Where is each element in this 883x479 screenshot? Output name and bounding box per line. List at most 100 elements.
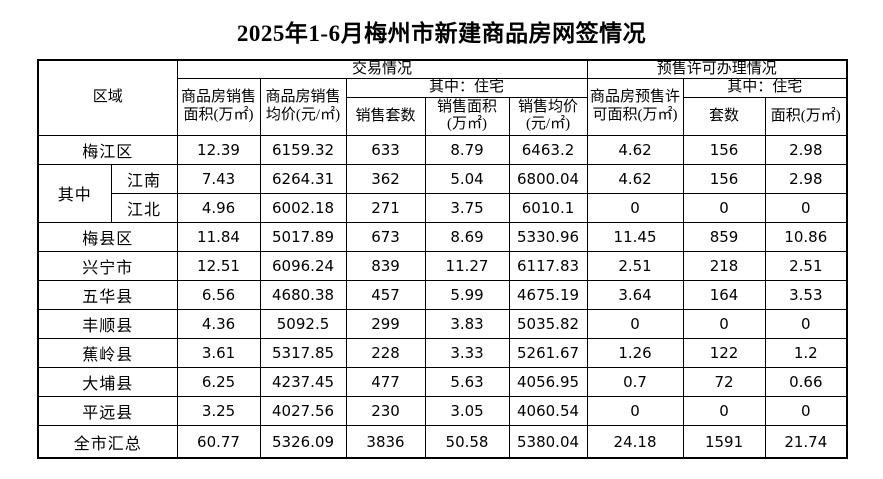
value-cell: 5330.96 — [508, 221, 588, 252]
table-row: 平远县 3.25 4027.56 230 3.05 4060.54 0 0 0 — [37, 395, 848, 426]
value-cell: 271 — [345, 192, 426, 223]
region-cell: 兴宁市 — [37, 250, 178, 281]
table-row: 梅江区 12.39 6159.32 633 8.79 6463.2 4.62 156 2.98 — [37, 134, 848, 165]
value-cell: 0 — [586, 308, 684, 339]
value-cell: 4.96 — [176, 192, 261, 223]
table-row: 江北 4.96 6002.18 271 3.75 6010.1 0 0 0 — [38, 192, 848, 223]
value-cell: 4027.56 — [259, 395, 347, 426]
table-row: 五华县 6.56 4680.38 457 5.99 4675.19 3.64 164 3.53 — [37, 279, 848, 310]
value-cell: 60.77 — [176, 424, 261, 459]
value-cell: 4.62 — [586, 163, 684, 194]
value-cell: 477 — [345, 366, 426, 397]
value-cell: 1.26 — [586, 337, 684, 368]
value-cell: 5092.5 — [259, 308, 347, 339]
value-cell: 5017.89 — [259, 221, 347, 252]
region-group-cell: 其中 — [37, 163, 112, 223]
region-cell: 大埔县 — [37, 366, 178, 397]
value-cell: 11.27 — [424, 250, 510, 281]
region-cell: 平远县 — [37, 395, 178, 426]
value-cell: 6002.18 — [259, 192, 347, 223]
value-cell: 122 — [682, 337, 766, 368]
value-cell: 362 — [345, 163, 426, 194]
value-cell: 0 — [682, 192, 766, 223]
value-cell: 7.43 — [176, 163, 261, 194]
region-cell: 江南 — [110, 163, 178, 194]
value-cell: 0 — [682, 308, 766, 339]
header-res-area: 销售面积(万㎡) — [424, 96, 510, 136]
value-cell: 633 — [345, 134, 426, 165]
value-cell: 0 — [586, 395, 684, 426]
value-cell: 5.99 — [424, 279, 510, 310]
value-cell: 6463.2 — [508, 134, 588, 165]
value-cell: 3.05 — [424, 395, 510, 426]
header-subgroup-transaction-residential: 其中：住宅 — [345, 78, 588, 98]
value-cell: 3.33 — [424, 337, 510, 368]
header-subgroup-presale-residential: 其中：住宅 — [682, 78, 848, 98]
value-cell: 6.56 — [176, 279, 261, 310]
value-cell: 2.51 — [586, 250, 684, 281]
header-res-avg-price: 销售均价(元/㎡) — [508, 96, 588, 136]
value-cell: 156 — [682, 163, 766, 194]
value-cell: 11.84 — [176, 221, 261, 252]
value-cell: 4.62 — [586, 134, 684, 165]
value-cell: 6117.83 — [508, 250, 588, 281]
value-cell: 12.51 — [176, 250, 261, 281]
value-cell: 218 — [682, 250, 766, 281]
value-cell: 3836 — [345, 424, 426, 459]
value-cell: 230 — [345, 395, 426, 426]
value-cell: 24.18 — [586, 424, 684, 459]
table-row-total: 全市汇总 60.77 5326.09 3836 50.58 5380.04 24.18 159… — [37, 424, 848, 459]
table-row: 梅县区 11.84 5017.89 673 8.69 5330.96 11.45 859 10.… — [37, 221, 848, 252]
value-cell: 6800.04 — [508, 163, 588, 194]
value-cell: 6.25 — [176, 366, 261, 397]
region-cell: 丰顺县 — [37, 308, 178, 339]
region-cell: 五华县 — [37, 279, 178, 310]
value-cell: 4675.19 — [508, 279, 588, 310]
value-cell: 0 — [764, 308, 848, 339]
value-cell: 21.74 — [764, 424, 848, 459]
value-cell: 0.7 — [586, 366, 684, 397]
value-cell: 5326.09 — [259, 424, 347, 459]
value-cell: 2.51 — [764, 250, 848, 281]
table-body: 梅江区 12.39 6159.32 633 8.79 6463.2 4.62 156 2.98 其… — [37, 134, 848, 459]
value-cell: 4680.38 — [259, 279, 347, 310]
header-presale-units: 套数 — [682, 96, 766, 136]
header-group-transaction: 交易情况 — [176, 59, 588, 80]
region-cell: 梅江区 — [37, 134, 178, 165]
value-cell: 5035.82 — [508, 308, 588, 339]
value-cell: 164 — [682, 279, 766, 310]
header-row-subgroups: 商品房销售面积(万㎡) 商品房销售均价(元/㎡) 其中：住宅 商品房预售许可面积… — [38, 78, 848, 136]
header-avg-price: 商品房销售均价(元/㎡) — [259, 78, 347, 136]
value-cell: 4.36 — [176, 308, 261, 339]
value-cell: 156 — [682, 134, 766, 165]
value-cell: 0 — [682, 395, 766, 426]
value-cell: 5317.85 — [259, 337, 347, 368]
region-cell: 梅县区 — [37, 221, 178, 252]
value-cell: 6010.1 — [508, 192, 588, 223]
table-row: 蕉岭县 3.61 5317.85 228 3.33 5261.67 1.26 122 1.2 — [37, 337, 848, 368]
page-title: 2025年1-6月梅州市新建商品房网签情况 — [236, 21, 647, 46]
value-cell: 5.63 — [424, 366, 510, 397]
table-row: 大埔县 6.25 4237.45 477 5.63 4056.95 0.7 72 0.66 — [37, 366, 848, 397]
value-cell: 839 — [345, 250, 426, 281]
value-cell: 5.04 — [424, 163, 510, 194]
value-cell: 859 — [682, 221, 766, 252]
value-cell: 11.45 — [586, 221, 684, 252]
value-cell: 50.58 — [424, 424, 510, 459]
value-cell: 8.69 — [424, 221, 510, 252]
region-cell: 全市汇总 — [37, 424, 178, 459]
value-cell: 299 — [345, 308, 426, 339]
signings-table: 区域 交易情况 预售许可办理情况 商品房销售面积(万㎡) 商品房销售均价(元/㎡… — [37, 58, 849, 460]
header-row-groups: 区域 交易情况 预售许可办理情况 — [37, 59, 848, 136]
value-cell: 0.66 — [764, 366, 848, 397]
value-cell: 1591 — [682, 424, 766, 459]
value-cell: 8.79 — [424, 134, 510, 165]
region-cell: 江北 — [110, 192, 178, 223]
value-cell: 3.83 — [424, 308, 510, 339]
value-cell: 5380.04 — [508, 424, 588, 459]
value-cell: 3.25 — [176, 395, 261, 426]
table-row: 兴宁市 12.51 6096.24 839 11.27 6117.83 2.51 218 2.5… — [37, 250, 848, 281]
value-cell: 6264.31 — [259, 163, 347, 194]
value-cell: 4060.54 — [508, 395, 588, 426]
